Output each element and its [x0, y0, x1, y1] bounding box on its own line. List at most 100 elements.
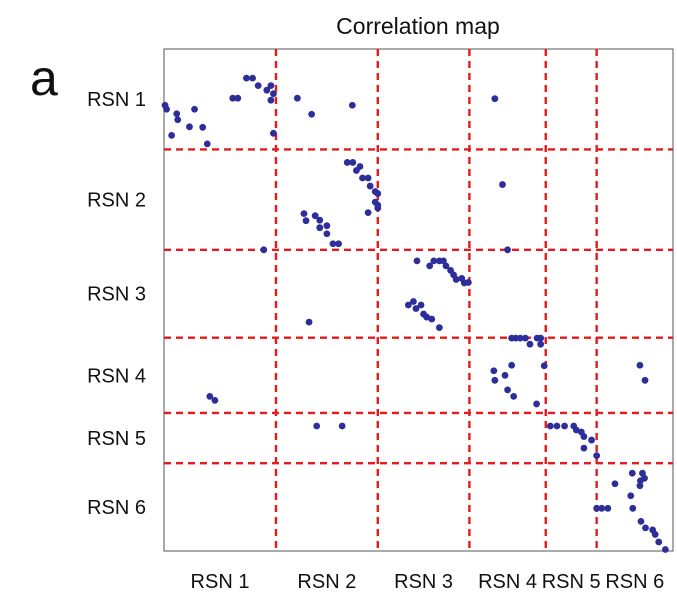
data-point — [580, 433, 588, 440]
y-group-label: RSN 4 — [87, 365, 146, 387]
data-point — [628, 469, 636, 477]
data-point — [311, 212, 319, 220]
data-point — [553, 422, 561, 430]
data-point — [374, 201, 382, 209]
data-point — [173, 110, 181, 118]
data-point — [267, 82, 275, 90]
data-point — [655, 538, 663, 546]
data-point — [508, 361, 516, 369]
data-point — [270, 90, 277, 98]
y-group-label: RSN 3 — [87, 284, 146, 306]
data-point — [627, 492, 635, 500]
data-point — [440, 257, 447, 265]
data-point — [537, 334, 545, 342]
data-point — [308, 110, 316, 118]
data-point — [343, 159, 351, 166]
data-point — [338, 422, 346, 430]
data-point — [348, 101, 356, 109]
data-point — [423, 313, 431, 321]
data-point — [293, 94, 301, 102]
data-point — [249, 74, 256, 82]
data-point — [263, 86, 271, 94]
data-point — [629, 504, 637, 512]
data-point — [588, 436, 595, 444]
data-point — [270, 129, 277, 137]
data-point — [598, 504, 606, 512]
data-point — [533, 400, 540, 408]
data-point — [430, 257, 438, 265]
data-point — [323, 230, 331, 238]
data-point — [234, 94, 242, 102]
data-point — [316, 216, 324, 224]
data-point — [537, 340, 545, 348]
data-point — [366, 182, 374, 190]
data-point — [651, 531, 659, 538]
data-point — [412, 305, 420, 312]
y-group-label: RSN 5 — [87, 428, 146, 450]
data-point — [364, 209, 372, 217]
data-point — [428, 315, 436, 323]
data-point — [206, 392, 214, 400]
data-point — [267, 96, 275, 104]
data-point — [329, 240, 337, 248]
data-point — [504, 246, 511, 254]
data-point — [168, 131, 176, 139]
data-point — [163, 105, 170, 113]
y-group-labels: RSN 1 RSN 2 RSN 3 RSN 4 RSN 5 RSN 6 — [87, 89, 146, 519]
data-point — [510, 392, 518, 400]
data-point — [540, 362, 548, 370]
x-group-label: RSN 1 — [191, 571, 250, 593]
data-point — [499, 181, 506, 188]
data-point — [356, 163, 364, 170]
data-point — [464, 279, 472, 286]
data-points — [161, 74, 669, 553]
chart-title: Correlation map — [336, 13, 500, 39]
data-point — [199, 123, 207, 131]
data-point — [516, 334, 524, 342]
data-point — [637, 517, 645, 525]
data-point — [211, 397, 219, 404]
data-point — [611, 480, 619, 488]
data-point — [642, 524, 649, 532]
data-point — [641, 376, 649, 384]
data-point — [661, 546, 669, 553]
data-point — [426, 262, 434, 270]
x-group-label: RSN 6 — [605, 571, 664, 593]
data-point — [452, 276, 460, 283]
y-group-label: RSN 6 — [87, 497, 146, 519]
x-group-labels: RSN 1 RSN 2 RSN 3 RSN 4 RSN 5 RSN 6 — [191, 571, 665, 593]
data-point — [636, 482, 644, 490]
data-point — [636, 361, 644, 369]
data-point — [374, 190, 382, 197]
y-group-label: RSN 1 — [87, 89, 146, 111]
data-point — [572, 426, 580, 434]
data-point — [316, 224, 324, 232]
data-point — [593, 452, 601, 460]
data-point — [593, 504, 601, 512]
data-point — [413, 257, 421, 265]
data-point — [359, 174, 366, 182]
data-point — [580, 444, 588, 452]
data-point — [260, 246, 268, 254]
y-group-label: RSN 2 — [87, 190, 146, 212]
data-point — [604, 504, 612, 512]
data-point — [323, 222, 331, 230]
data-point — [229, 94, 237, 102]
group-dividers — [164, 49, 673, 551]
data-point — [364, 174, 372, 182]
data-point — [186, 123, 193, 131]
data-point — [442, 262, 450, 270]
data-point — [305, 318, 313, 326]
data-point — [490, 367, 498, 375]
data-point — [501, 371, 509, 379]
data-point — [491, 376, 499, 384]
data-point — [521, 334, 529, 342]
data-point — [254, 82, 262, 90]
data-point — [300, 210, 308, 218]
data-point — [410, 298, 417, 305]
plot-frame — [163, 48, 674, 552]
data-point — [417, 301, 425, 309]
x-group-label: RSN 5 — [542, 571, 601, 593]
data-point — [243, 74, 250, 82]
